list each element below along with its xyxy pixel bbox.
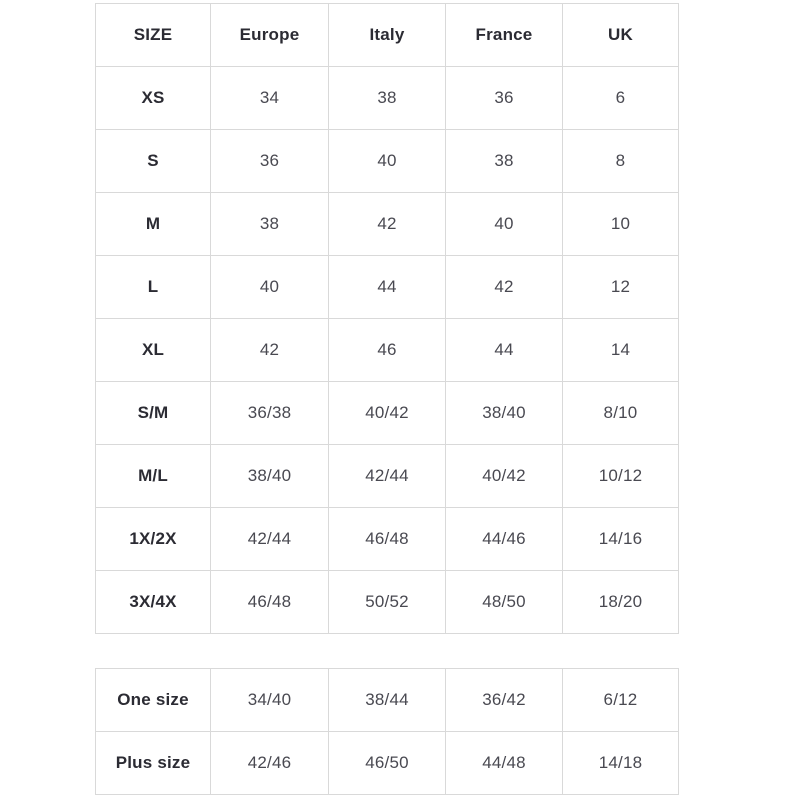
table-row-sm: S/M 36/38 40/42 38/40 8/10 [95,381,679,445]
size-value-cell: 42 [445,255,563,319]
size-value-cell: 44 [328,255,446,319]
table-row-m: M 38 42 40 10 [95,192,679,256]
size-value-cell: 6 [562,66,679,130]
size-value-cell: 42/44 [210,507,329,571]
table-row-3x4x: 3X/4X 46/48 50/52 48/50 18/20 [95,570,679,634]
size-value-cell: 42 [210,318,329,382]
table-row-l: L 40 44 42 12 [95,255,679,319]
table-row-s: S 36 40 38 8 [95,129,679,193]
size-value-cell: 38/44 [328,668,446,732]
size-value-cell: 40/42 [445,444,563,508]
table-row-one-size: One size 34/40 38/44 36/42 6/12 [95,668,679,732]
size-value-cell: 46/48 [328,507,446,571]
size-value-cell: 40 [210,255,329,319]
size-value-cell: 46/50 [328,731,446,795]
size-value-cell: 12 [562,255,679,319]
table-row-xl: XL 42 46 44 14 [95,318,679,382]
size-value-cell: 38 [445,129,563,193]
size-value-cell: 8/10 [562,381,679,445]
size-value-cell: 50/52 [328,570,446,634]
header-cell-france: France [445,3,563,67]
size-value-cell: 40/42 [328,381,446,445]
size-value-cell: 34 [210,66,329,130]
size-value-cell: 34/40 [210,668,329,732]
size-value-cell: 10/12 [562,444,679,508]
table-row-ml: M/L 38/40 42/44 40/42 10/12 [95,444,679,508]
size-label-cell: 3X/4X [95,570,211,634]
table-row-xs: XS 34 38 36 6 [95,66,679,130]
size-value-cell: 38/40 [210,444,329,508]
size-label-cell: S [95,129,211,193]
size-label-cell: Plus size [95,731,211,795]
table-row-plus-size: Plus size 42/46 46/50 44/48 14/18 [95,731,679,795]
size-value-cell: 42/44 [328,444,446,508]
size-value-cell: 44/48 [445,731,563,795]
size-value-cell: 46 [328,318,446,382]
size-value-cell: 46/48 [210,570,329,634]
special-sizes-table: One size 34/40 38/44 36/42 6/12 Plus siz… [95,668,679,795]
size-value-cell: 18/20 [562,570,679,634]
header-cell-italy: Italy [328,3,446,67]
size-label-cell: M/L [95,444,211,508]
size-value-cell: 40 [328,129,446,193]
size-value-cell: 14 [562,318,679,382]
size-value-cell: 10 [562,192,679,256]
size-label-cell: M [95,192,211,256]
size-label-cell: L [95,255,211,319]
size-value-cell: 36 [210,129,329,193]
header-cell-europe: Europe [210,3,329,67]
size-value-cell: 38/40 [445,381,563,445]
table-header-row: SIZE Europe Italy France UK [95,3,679,67]
table-row-1x2x: 1X/2X 42/44 46/48 44/46 14/16 [95,507,679,571]
size-value-cell: 40 [445,192,563,256]
size-label-cell: One size [95,668,211,732]
size-value-cell: 48/50 [445,570,563,634]
header-cell-size: SIZE [95,3,211,67]
size-value-cell: 38 [210,192,329,256]
size-label-cell: 1X/2X [95,507,211,571]
size-label-cell: XS [95,66,211,130]
size-value-cell: 6/12 [562,668,679,732]
size-value-cell: 14/18 [562,731,679,795]
size-label-cell: S/M [95,381,211,445]
size-value-cell: 36 [445,66,563,130]
size-conversion-table: SIZE Europe Italy France UK XS 34 38 36 … [95,3,679,634]
size-value-cell: 38 [328,66,446,130]
size-value-cell: 44/46 [445,507,563,571]
size-value-cell: 14/16 [562,507,679,571]
size-value-cell: 36/42 [445,668,563,732]
size-value-cell: 36/38 [210,381,329,445]
header-cell-uk: UK [562,3,679,67]
size-value-cell: 42/46 [210,731,329,795]
size-label-cell: XL [95,318,211,382]
size-value-cell: 44 [445,318,563,382]
size-value-cell: 8 [562,129,679,193]
size-value-cell: 42 [328,192,446,256]
